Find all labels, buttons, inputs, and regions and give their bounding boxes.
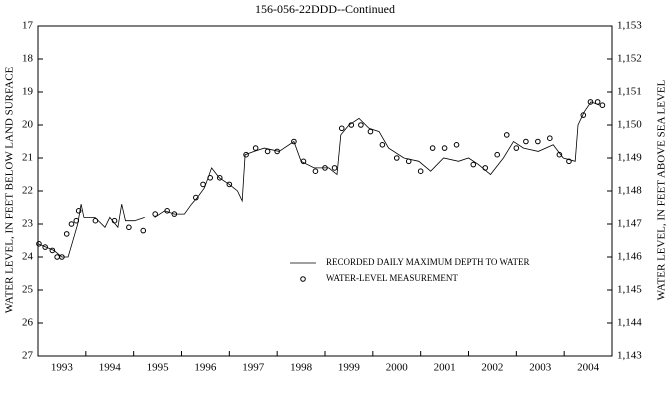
measurement-point [556,151,563,158]
measurement-point [164,208,170,214]
measurement-point [580,112,587,118]
y2-tick-label: 1,147 [617,218,642,230]
y-axis-label: WATER LEVEL, IN FEET BELOW LAND SURFACE [4,66,16,313]
measurement-point [503,132,510,138]
measurement-point [36,241,42,247]
x-tick-label: 1993 [51,362,74,374]
x-tick-label: 1998 [290,362,313,374]
y2-tick-label: 1,148 [617,185,642,197]
measurement-point [300,158,307,165]
y2-tick-label: 1,149 [617,152,642,164]
measurement-point [494,151,501,158]
measurement-point [49,247,56,254]
measurement-point [73,217,80,224]
y2-tick-label: 1,151 [617,86,642,98]
measurement-point [42,244,48,250]
measurement-point [111,217,118,224]
measurement-point [453,142,460,148]
x-tick-label: 1996 [194,362,217,374]
legend-label: WATER-LEVEL MEASUREMENT [326,273,458,283]
measurement-point [470,161,477,168]
measurement-point [547,135,553,141]
y-tick-label: 23 [22,218,34,230]
measurement-point [523,138,529,145]
measurement-point [140,227,147,234]
measurement-point [513,145,520,151]
measurement-point [429,145,436,151]
measurement-point [171,211,178,217]
y-tick-label: 17 [22,20,34,32]
measurement-point [566,158,572,165]
measurement-point [348,122,355,128]
data-line [154,101,601,218]
y2-tick-label: 1,143 [617,350,642,362]
measurement-point [274,148,280,155]
data-line [37,204,145,258]
measurement-point [193,194,199,201]
y-tick-label: 22 [22,185,33,197]
y2-tick-label: 1,152 [617,53,642,65]
measurement-point [367,128,374,135]
x-tick-label: 1999 [338,362,361,374]
measurement-point [535,138,541,145]
measurement-point [379,142,386,148]
y-tick-label: 18 [22,53,34,65]
x-tick-label: 1994 [99,362,122,374]
measurement-point [482,165,489,171]
x-tick-label: 2001 [434,362,456,374]
measurement-point [441,145,448,151]
measurement-point [200,181,206,188]
y-tick-label: 20 [22,119,34,131]
x-tick-label: 1997 [242,362,265,374]
measurement-point [207,175,213,181]
y2-tick-label: 1,144 [617,317,642,329]
measurement-point [312,168,319,174]
measurement-point [152,211,158,217]
measurement-point [338,125,345,132]
legend-swatch [300,276,306,282]
y2-axis-label: WATER LEVEL, IN FEET ABOVE SEA LEVEL [656,79,668,300]
measurement-point [243,151,249,158]
measurement-point [587,99,594,105]
measurement-point [68,221,75,227]
measurement-point [358,122,364,128]
legend-label: RECORDED DAILY MAXIMUM DEPTH TO WATER [326,257,530,267]
measurement-point [264,148,271,155]
y-tick-label: 25 [22,284,34,296]
measurement-point [252,145,259,151]
x-tick-label: 2000 [386,362,409,374]
measurement-point [216,175,223,181]
plot-frame [37,25,613,357]
y-tick-label: 24 [22,251,34,263]
measurement-point [594,99,601,105]
measurement-point [405,158,412,165]
x-tick-label: 1995 [147,362,170,374]
measurement-point [393,155,400,161]
measurement-point [226,181,233,188]
y-tick-label: 19 [22,86,34,98]
measurement-point [291,138,297,145]
measurement-point [126,224,132,231]
measurement-point [417,168,424,174]
y2-tick-label: 1,153 [617,20,642,32]
measurement-point [63,231,70,237]
measurement-point [322,165,328,171]
measurement-point [599,102,606,108]
measurement-point [92,217,99,224]
measurement-point [54,254,60,260]
x-tick-label: 2004 [577,362,600,374]
chart-title: 156-056-22DDD--Continued [255,2,395,16]
y-tick-label: 26 [22,317,34,329]
y2-tick-label: 1,145 [617,284,642,296]
y2-tick-label: 1,146 [617,251,642,263]
measurement-point [75,208,82,214]
measurement-point [59,254,65,260]
y-tick-label: 27 [22,350,34,362]
measurement-point [331,165,338,171]
x-tick-label: 2003 [529,362,552,374]
y-tick-label: 21 [22,152,33,164]
x-tick-label: 2002 [481,362,503,374]
y2-tick-label: 1,150 [617,119,642,131]
